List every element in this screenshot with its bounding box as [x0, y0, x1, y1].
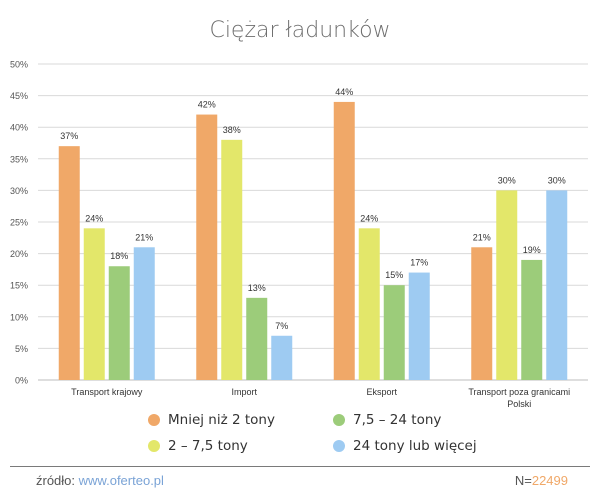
x-category-label: Transport krajowy — [71, 387, 143, 397]
source-label: źródło: — [36, 473, 76, 488]
legend-item-under-2: Mniej niż 2 tony — [148, 412, 333, 428]
sample-size-prefix: N= — [514, 473, 532, 488]
bar-value-label: 13% — [248, 283, 266, 293]
source-note: źródło: www.oferteo.pl — [36, 473, 164, 488]
bar — [521, 259, 543, 380]
bar-value-label: 24% — [85, 213, 103, 223]
bar-value-label: 18% — [110, 251, 128, 261]
bar — [246, 297, 268, 380]
y-tick-label: 25% — [10, 218, 28, 228]
x-category-label: Import — [231, 387, 257, 397]
y-tick-label: 15% — [10, 281, 28, 291]
legend-label: Mniej niż 2 tony — [168, 412, 275, 428]
y-tick-label: 10% — [10, 312, 28, 322]
bar-value-label: 30% — [548, 175, 566, 185]
legend-label: 2 – 7,5 tony — [168, 438, 248, 454]
bar-value-label: 7% — [275, 321, 288, 331]
legend-item-7-24: 7,5 – 24 tony — [333, 412, 508, 428]
bar-value-label: 19% — [523, 245, 541, 255]
legend-swatch-orange — [148, 414, 160, 426]
chart-title: Ciężar ładunków — [209, 18, 391, 43]
legend-swatch-blue — [333, 440, 345, 452]
bar — [496, 190, 518, 380]
legend-swatch-yellow — [148, 440, 160, 452]
y-tick-label: 20% — [10, 249, 28, 259]
y-tick-label: 50% — [10, 60, 28, 70]
y-tick-label: 30% — [10, 186, 28, 196]
bar-value-label: 24% — [360, 213, 378, 223]
sample-size-value: 22499 — [531, 473, 568, 488]
footer-divider — [10, 466, 590, 467]
chart-legend: Mniej niż 2 tony 7,5 – 24 tony 2 – 7,5 t… — [148, 412, 508, 454]
y-tick-label: 35% — [10, 154, 28, 164]
bar — [546, 190, 568, 380]
source-link[interactable]: www.oferteo.pl — [78, 473, 164, 488]
bar — [358, 228, 380, 380]
bar — [133, 247, 155, 380]
bar-value-label: 15% — [385, 270, 403, 280]
bar — [196, 114, 218, 380]
bar — [271, 335, 293, 380]
bar-value-label: 37% — [60, 131, 78, 141]
legend-label: 24 tony lub więcej — [353, 438, 477, 454]
bar — [333, 101, 355, 381]
bar — [108, 266, 130, 380]
legend-item-over-24: 24 tony lub więcej — [333, 438, 508, 454]
bar-value-label: 21% — [135, 232, 153, 242]
bar-value-label: 30% — [498, 175, 516, 185]
y-tick-label: 45% — [10, 91, 28, 101]
legend-label: 7,5 – 24 tony — [353, 412, 442, 428]
y-tick-label: 40% — [10, 123, 28, 133]
legend-swatch-green — [333, 414, 345, 426]
bar-value-label: 17% — [410, 258, 428, 268]
x-category-label: Transport poza granicami — [468, 387, 570, 397]
bar-value-label: 21% — [473, 232, 491, 242]
bar-chart: 0% 5% 10% 15% 20% 25% 30% 35% 40% 45% 50% 37% 24% 18%… — [10, 60, 588, 409]
bar-value-label: 42% — [198, 100, 216, 110]
bar — [83, 228, 105, 380]
sample-size: N=22499 — [515, 473, 568, 488]
bar — [221, 139, 243, 380]
bar-value-label: 38% — [223, 125, 241, 135]
bar — [58, 146, 80, 380]
x-category-label: Eksport — [366, 387, 397, 397]
bar — [471, 247, 493, 380]
y-tick-label: 0% — [15, 376, 28, 386]
x-category-label: Polski — [507, 399, 531, 409]
y-tick-label: 5% — [15, 344, 28, 354]
legend-item-2-7: 2 – 7,5 tony — [148, 438, 333, 454]
bar — [408, 272, 430, 380]
bar-value-label: 44% — [335, 87, 353, 97]
bar — [383, 285, 405, 380]
